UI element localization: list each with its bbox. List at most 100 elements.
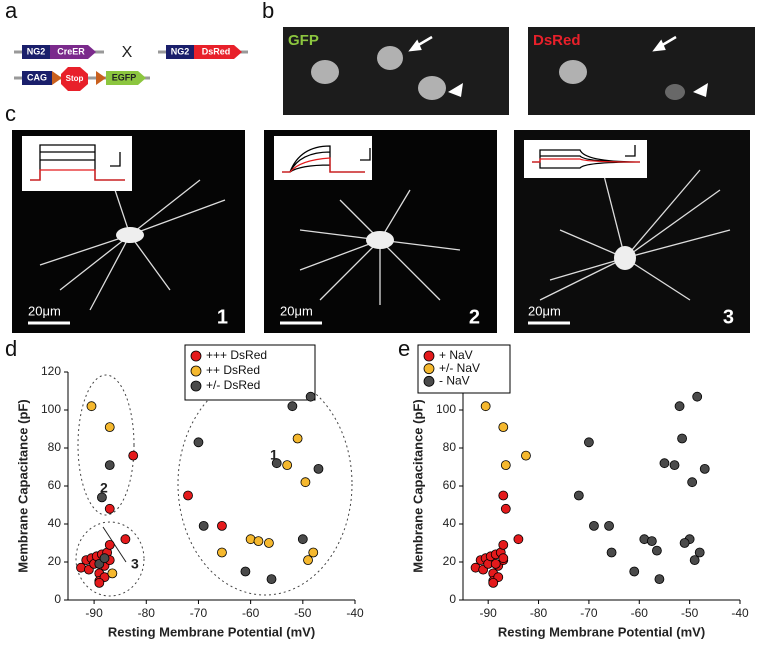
point xyxy=(692,391,703,402)
label: Stop xyxy=(66,74,84,83)
panel-letter: a xyxy=(5,0,18,23)
legend-label: +/- DsRed xyxy=(206,378,260,392)
x-tick-label: -40 xyxy=(346,606,364,620)
label: CreER xyxy=(57,46,85,56)
point xyxy=(297,534,308,545)
x-tick-label: -40 xyxy=(731,606,749,620)
x-tick-label: -90 xyxy=(85,606,103,620)
x-tick-label: -70 xyxy=(190,606,208,620)
annotation: 1 xyxy=(270,447,278,463)
y-tick-label: 40 xyxy=(48,516,62,530)
panel-letter: d xyxy=(5,336,17,361)
point xyxy=(120,534,131,545)
point xyxy=(240,566,251,577)
x-axis-label: Resting Membrane Potential (mV) xyxy=(498,624,705,639)
label: NG2 xyxy=(27,46,46,56)
point xyxy=(669,460,680,471)
point xyxy=(292,433,303,444)
point xyxy=(498,490,509,501)
annotation: 2 xyxy=(100,480,108,496)
point xyxy=(94,578,105,588)
image-number: 3 xyxy=(723,306,734,328)
point xyxy=(606,547,617,558)
point xyxy=(303,555,313,565)
legend-marker xyxy=(423,363,435,375)
point xyxy=(513,534,524,545)
schematic xyxy=(14,45,248,91)
point xyxy=(589,521,599,531)
point xyxy=(104,540,115,550)
legend-label: +/- NaV xyxy=(439,361,480,375)
legend-marker xyxy=(423,350,435,362)
point xyxy=(677,433,687,444)
point xyxy=(183,490,193,501)
point xyxy=(271,458,282,469)
point xyxy=(659,458,670,469)
y-axis-label: Membrane Capacitance (pF) xyxy=(410,399,425,572)
point xyxy=(128,450,139,461)
point xyxy=(679,538,690,548)
y-tick-label: 80 xyxy=(48,440,62,454)
point xyxy=(584,437,594,448)
point xyxy=(689,555,700,565)
point xyxy=(217,547,227,558)
y-tick-label: 100 xyxy=(436,402,456,416)
panel-letter: c xyxy=(5,101,16,126)
legend-label: + NaV xyxy=(439,348,473,362)
y-tick-label: 0 xyxy=(54,592,61,606)
y-tick-label: 60 xyxy=(443,478,457,492)
point xyxy=(687,477,698,488)
point xyxy=(86,401,97,412)
label: NG2 xyxy=(171,46,190,56)
panel-letter: e xyxy=(398,336,410,361)
point xyxy=(694,547,705,558)
y-tick-label: 80 xyxy=(443,440,457,454)
legend-marker xyxy=(190,380,202,392)
point xyxy=(107,568,118,579)
point xyxy=(699,463,710,474)
neuron-images xyxy=(12,130,750,333)
x-tick-label: -70 xyxy=(580,606,598,620)
point xyxy=(287,401,298,412)
point xyxy=(604,521,614,531)
point xyxy=(282,460,293,471)
point xyxy=(674,401,685,412)
cluster-outline xyxy=(75,372,353,597)
label: CAG xyxy=(27,72,47,82)
image-number: 2 xyxy=(469,306,480,328)
point xyxy=(646,536,657,546)
scale-label: 20μm xyxy=(528,303,561,318)
scale-label: 20μm xyxy=(280,303,313,318)
point xyxy=(654,574,665,584)
point xyxy=(305,391,316,402)
cells xyxy=(311,46,685,100)
point xyxy=(490,559,501,569)
point xyxy=(521,450,531,461)
x-tick-label: -60 xyxy=(242,606,260,620)
legend-box xyxy=(184,344,316,401)
x-tick-label: -90 xyxy=(480,606,498,620)
y-tick-label: 40 xyxy=(443,516,457,530)
legend-marker xyxy=(423,375,435,387)
y-tick-label: 20 xyxy=(443,554,457,568)
legend-label: - NaV xyxy=(439,374,470,388)
point xyxy=(104,460,115,471)
point xyxy=(488,578,499,588)
point xyxy=(308,547,319,558)
y-tick-label: 0 xyxy=(449,592,456,606)
y-tick-label: 120 xyxy=(41,364,61,378)
scale-label: 20μm xyxy=(28,303,61,318)
point xyxy=(193,437,204,448)
y-tick-label: 100 xyxy=(41,402,61,416)
label: DsRed xyxy=(202,46,231,56)
point xyxy=(500,460,511,471)
arrows xyxy=(408,35,708,97)
image-label: DsRed xyxy=(533,32,581,49)
y-tick-label: 60 xyxy=(48,478,62,492)
point xyxy=(500,503,511,514)
point xyxy=(263,538,274,548)
x-axis-label: Resting Membrane Potential (mV) xyxy=(108,624,315,639)
legend-marker xyxy=(190,365,202,377)
point xyxy=(629,566,640,577)
